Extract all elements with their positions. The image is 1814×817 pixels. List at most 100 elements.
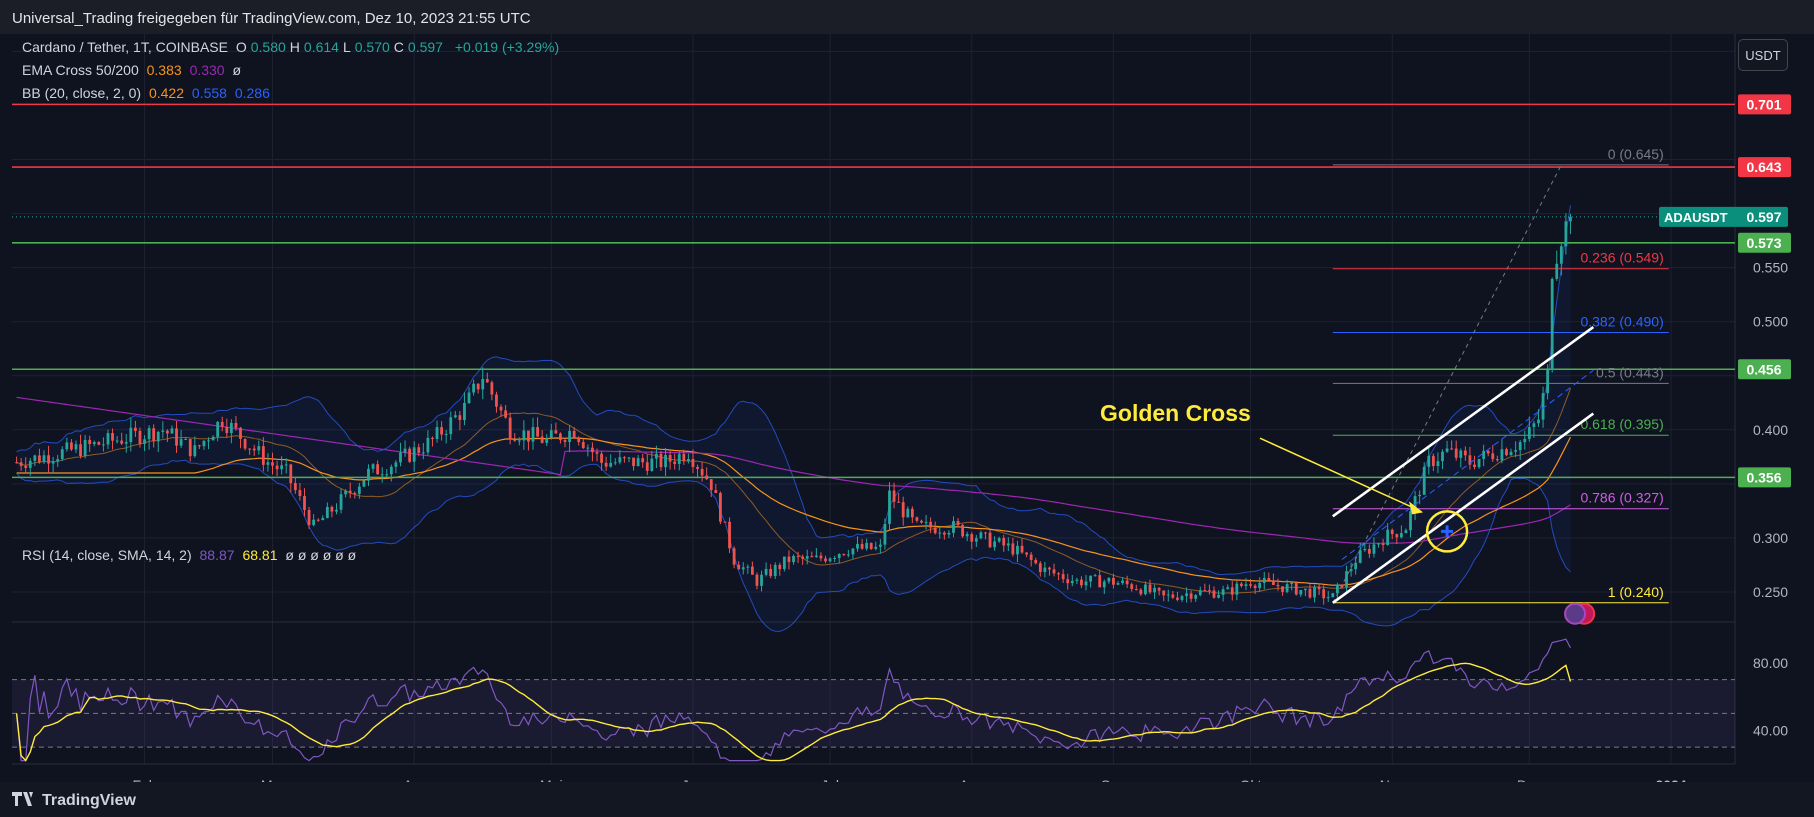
candle-body	[1345, 571, 1348, 588]
candle-body	[527, 430, 530, 442]
candle-body	[156, 431, 160, 442]
candle-body	[929, 521, 933, 528]
candle-body	[1048, 567, 1051, 570]
candle-body	[645, 462, 649, 471]
candle-body	[138, 430, 142, 444]
candle-body	[595, 452, 599, 454]
candle-body	[229, 422, 233, 434]
candle-body	[828, 558, 832, 562]
candle-body	[641, 458, 645, 463]
candle-body	[147, 428, 151, 440]
candle-body	[371, 464, 375, 469]
symbol-tag: ADAUSDT	[1664, 210, 1728, 225]
candle-body	[677, 454, 681, 464]
candle-body	[1354, 562, 1358, 570]
candle-body	[577, 437, 581, 443]
level-tag-0.573: 0.573	[1746, 235, 1781, 251]
fib-label-0.236: 0.236 (0.549)	[1580, 250, 1663, 266]
candle-body	[965, 534, 969, 537]
candle-body	[1491, 453, 1495, 460]
rsi-tick-80: 80.00	[1753, 655, 1788, 671]
candle-body	[1569, 216, 1572, 222]
candle-body	[810, 556, 814, 558]
candle-body	[1550, 278, 1554, 370]
brand-name: TradingView	[42, 792, 136, 809]
candle-body	[1523, 438, 1527, 443]
candle-body	[1180, 596, 1184, 600]
candle-body	[339, 494, 343, 510]
bb-name: BB (20, close, 2, 0)	[22, 85, 142, 101]
candle-body	[732, 548, 736, 565]
bb-basis	[16, 388, 1571, 594]
candle-body	[42, 455, 46, 463]
candle-body	[1285, 584, 1289, 592]
price-tick-0.300: 0.300	[1753, 530, 1788, 546]
ema-value-3: ø	[232, 62, 242, 78]
candle-body	[179, 439, 183, 446]
candle-body	[1413, 496, 1417, 512]
candle-body	[1253, 585, 1257, 589]
candle-body	[453, 415, 457, 418]
candle-body	[225, 426, 229, 434]
candle-body	[910, 508, 914, 518]
candle-body	[1080, 579, 1083, 586]
candle-body	[1308, 588, 1312, 598]
price-chart-svg[interactable]: 0 (0.645) 0.236 (0.549) 0.382 (0.490) 0.5 (…	[0, 34, 1814, 793]
legend-symbol-row: Cardano / Tether, 1T, COINBASE O 0.580 H 0.…	[22, 39, 563, 55]
price-tick-0.500: 0.500	[1753, 314, 1788, 330]
candle-body	[376, 464, 380, 475]
chart-area[interactable]: 0 (0.645) 0.236 (0.549) 0.382 (0.490) 0.5 (…	[0, 34, 1814, 793]
candle-body	[851, 548, 855, 555]
candle-body	[170, 428, 174, 434]
trend-channel	[1332, 326, 1595, 604]
legend-rsi-row: RSI (14, close, SMA, 14, 2) 88.87 68.81 …	[22, 547, 360, 563]
candle-body	[444, 434, 448, 436]
tradingview-logo[interactable]: TradingView	[12, 791, 136, 810]
candle-body	[1340, 584, 1344, 588]
candle-body	[284, 464, 288, 466]
candle-body	[632, 457, 635, 467]
candle-body	[211, 436, 215, 441]
ema-200-line	[16, 396, 1571, 544]
candle-body	[403, 448, 407, 453]
candle-body	[563, 440, 567, 442]
currency-button[interactable]: USDT	[1738, 39, 1788, 71]
candle-body	[1431, 455, 1435, 466]
candle-body	[1153, 587, 1156, 593]
candle-body	[38, 455, 41, 463]
candle-body	[696, 466, 699, 469]
candle-body	[833, 557, 837, 559]
candle-body	[275, 465, 279, 470]
candle-body	[984, 532, 987, 534]
candle-body	[1290, 582, 1294, 585]
candle-body	[129, 427, 133, 443]
candle-body	[1482, 450, 1486, 459]
candle-body	[504, 410, 507, 418]
fibonacci-retracement: 0 (0.645) 0.236 (0.549) 0.382 (0.490) 0.5 (…	[1332, 146, 1669, 604]
candle-body	[920, 520, 923, 523]
candle-body	[554, 430, 558, 434]
candle-body	[668, 454, 672, 462]
candle-body	[1564, 221, 1568, 247]
rsi-rest: ø ø ø ø ø ø	[285, 547, 357, 563]
candle-body	[51, 461, 55, 464]
candle-body	[1221, 589, 1225, 595]
candle-body	[1198, 590, 1202, 596]
candle-body	[792, 555, 795, 563]
candle-body	[389, 466, 393, 475]
candle-body	[718, 492, 722, 522]
candle-body	[152, 428, 156, 442]
candle-body	[778, 564, 782, 570]
ema-50-line	[16, 436, 1572, 586]
candle-body	[1505, 449, 1508, 456]
candle-body	[1450, 448, 1454, 450]
candle-body	[1272, 580, 1275, 585]
candle-body	[188, 439, 192, 457]
candle-body	[92, 442, 96, 445]
candle-body	[1125, 580, 1129, 585]
ohlc-key-c: C	[393, 39, 404, 55]
candle-body	[1025, 552, 1029, 555]
candle-body	[650, 458, 654, 471]
candle-body	[1267, 578, 1271, 581]
candle-body	[846, 554, 850, 556]
